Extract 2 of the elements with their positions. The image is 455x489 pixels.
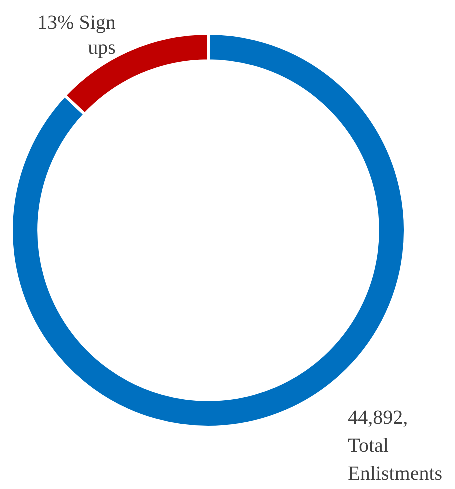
slice-label: 13% Sign ups — [38, 12, 116, 59]
slice-label: 44,892, Total Enlistments — [348, 407, 443, 486]
